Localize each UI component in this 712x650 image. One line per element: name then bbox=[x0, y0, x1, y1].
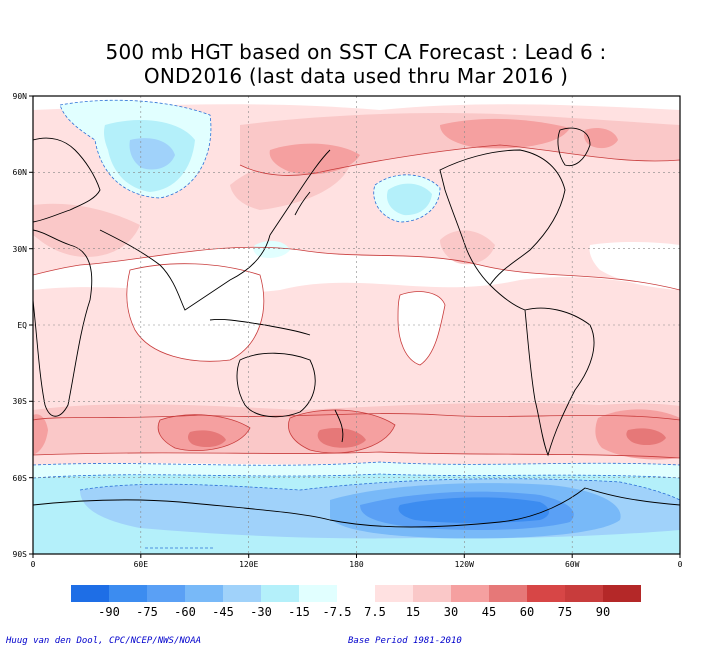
color-scale-swatch bbox=[261, 585, 299, 602]
negative-spot-indian bbox=[188, 514, 228, 529]
color-scale-label: 45 bbox=[482, 605, 496, 619]
graticule bbox=[33, 96, 680, 554]
negative-core-north-pacific bbox=[386, 183, 432, 216]
color-scale-swatch bbox=[185, 585, 223, 602]
coast-south-america bbox=[524, 307, 595, 457]
coast-japan bbox=[294, 191, 311, 216]
color-scale: -90 -75 -60 -45 -30 -15 -7.5 7.5 15 30 45 60 75 90 bbox=[71, 585, 641, 619]
color-scale-swatch bbox=[451, 585, 489, 602]
color-scale-label: -90 bbox=[98, 605, 120, 619]
lon-label: 120W bbox=[455, 560, 474, 569]
color-scale-swatch bbox=[489, 585, 527, 602]
positive-area-eurasia bbox=[33, 203, 140, 257]
neutral-gap-atlantic bbox=[589, 241, 680, 290]
color-scale-label: 60 bbox=[520, 605, 534, 619]
color-scale-swatch bbox=[109, 585, 147, 602]
color-scale-swatch bbox=[527, 585, 565, 602]
color-scale-swatch bbox=[565, 585, 603, 602]
lon-label: 60E bbox=[134, 560, 149, 569]
color-scale-label: 75 bbox=[558, 605, 572, 619]
color-scale-swatch bbox=[603, 585, 641, 602]
color-scale-swatch bbox=[375, 585, 413, 602]
coast-north-america bbox=[439, 149, 566, 286]
coast-asia-east bbox=[269, 149, 331, 236]
credit-text: Huug van den Dool, CPC/NCEP/NWS/NOAA bbox=[6, 636, 202, 646]
color-scale-swatches bbox=[71, 585, 641, 602]
color-scale-labels: -90 -75 -60 -45 -30 -15 -7.5 7.5 15 30 45 60 75 90 bbox=[98, 605, 610, 619]
color-scale-label: -15 bbox=[288, 605, 310, 619]
positive-peak-atlantic bbox=[626, 428, 666, 446]
coast-antarctica bbox=[33, 487, 680, 528]
neutral-gap-asia bbox=[126, 263, 264, 362]
color-scale-swatch bbox=[299, 585, 337, 602]
negative-spot-west bbox=[99, 494, 155, 508]
color-scale-label: -45 bbox=[212, 605, 234, 619]
lat-label: 60S bbox=[13, 474, 28, 483]
positive-core-south-west bbox=[33, 414, 48, 455]
positive-core-siberia bbox=[269, 143, 360, 175]
lon-label: 0 bbox=[31, 560, 36, 569]
negative-contours bbox=[33, 99, 680, 549]
coastlines bbox=[33, 127, 680, 528]
lat-label: 90N bbox=[13, 92, 28, 101]
lat-label: 30S bbox=[13, 397, 28, 406]
color-scale-swatch bbox=[71, 585, 109, 602]
coast-new-zealand bbox=[334, 409, 344, 443]
color-scale-label: 7.5 bbox=[364, 605, 386, 619]
lat-label: EQ bbox=[17, 321, 27, 330]
color-scale-swatch bbox=[413, 585, 451, 602]
lat-label: 30N bbox=[13, 245, 28, 254]
color-scale-label: 90 bbox=[596, 605, 610, 619]
map-title-line-2: OND2016 (last data used thru Mar 2016 ) bbox=[143, 64, 569, 88]
positive-peak-indian bbox=[187, 430, 226, 448]
coast-europe bbox=[33, 137, 101, 223]
lat-label: 60N bbox=[13, 168, 28, 177]
color-scale-label: -75 bbox=[136, 605, 158, 619]
coast-asia-south bbox=[99, 229, 271, 311]
lon-label: 60W bbox=[565, 560, 580, 569]
lon-label: 180 bbox=[349, 560, 364, 569]
color-scale-label: 15 bbox=[406, 605, 420, 619]
color-scale-label: 30 bbox=[444, 605, 458, 619]
negative-spot-china bbox=[253, 240, 290, 258]
color-scale-label: -30 bbox=[250, 605, 272, 619]
coast-central-america bbox=[489, 284, 526, 311]
positive-core-ne-atlantic bbox=[584, 128, 618, 149]
coast-greenland bbox=[557, 127, 591, 167]
latitude-axis: 90N 60N 30N EQ 30S 60S 90S bbox=[13, 92, 33, 559]
color-scale-swatch bbox=[147, 585, 185, 602]
map-title-line-1: 500 mb HGT based on SST CA Forecast : Le… bbox=[105, 40, 607, 64]
positive-area-na-west bbox=[440, 230, 495, 265]
positive-peak-pacific bbox=[317, 428, 366, 448]
color-scale-label: -7.5 bbox=[323, 605, 352, 619]
color-scale-label: -60 bbox=[174, 605, 196, 619]
coast-australia bbox=[236, 352, 316, 418]
lon-label: 120E bbox=[239, 560, 258, 569]
color-scale-swatch bbox=[337, 585, 375, 602]
base-period-text: Base Period 1981-2010 bbox=[348, 636, 462, 646]
negative-peak-antarctic bbox=[398, 497, 549, 523]
coast-africa bbox=[33, 229, 93, 417]
neutral-gap-pacific bbox=[398, 291, 445, 365]
lon-label: 0 bbox=[678, 560, 683, 569]
positive-core-arctic bbox=[440, 118, 570, 149]
longitude-axis: 0 60E 120E 180 120W 60W 0 bbox=[31, 554, 683, 569]
positive-contours bbox=[33, 144, 680, 459]
color-scale-swatch bbox=[223, 585, 261, 602]
lat-label: 90S bbox=[13, 550, 28, 559]
